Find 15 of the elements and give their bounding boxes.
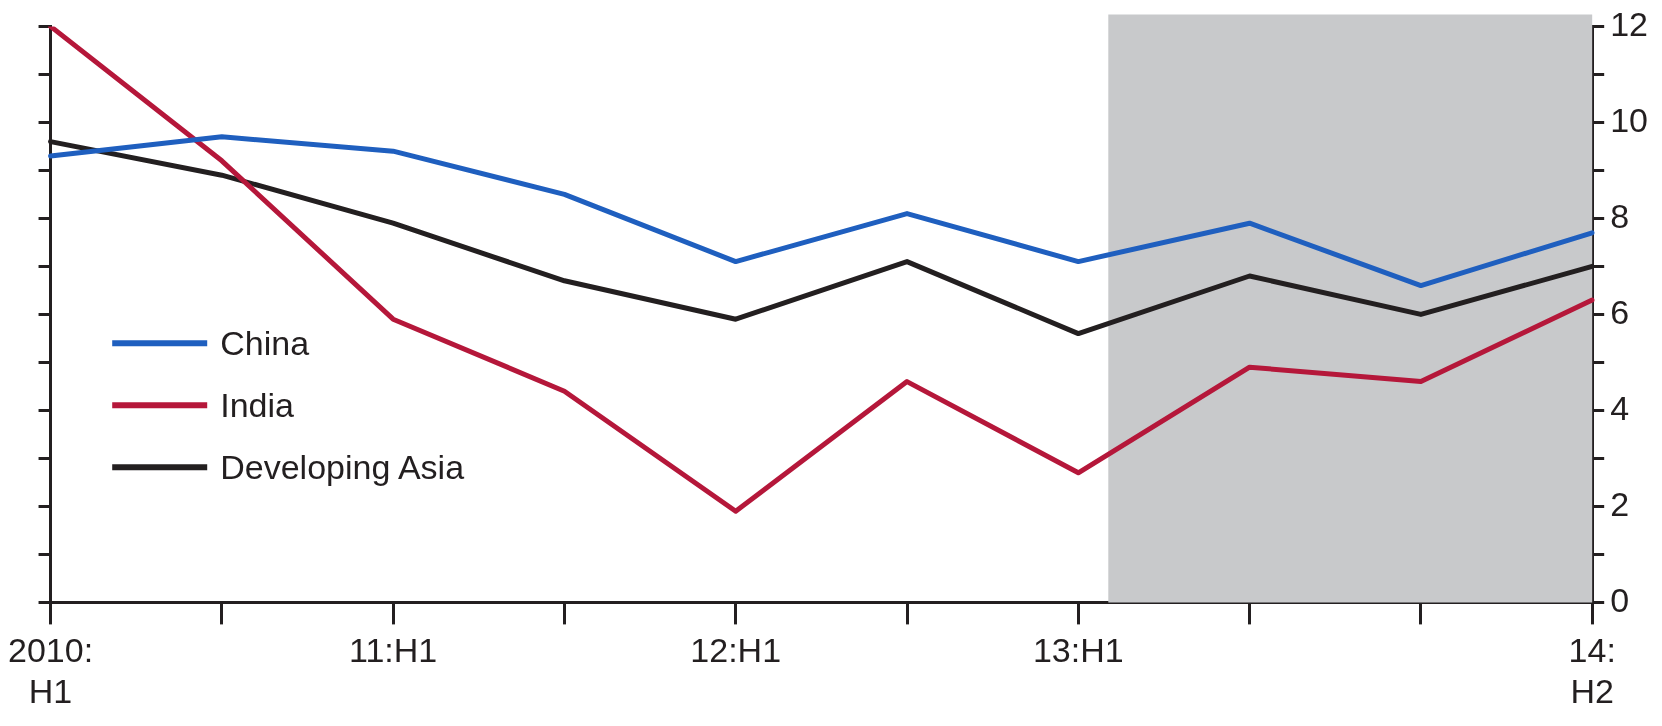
y-tick-label: 4 (1610, 388, 1630, 427)
legend-label: Developing Asia (220, 447, 465, 486)
y-tick-label: 12 (1610, 4, 1649, 43)
y-tick-label: 8 (1610, 196, 1630, 235)
x-tick-label: 13:H1 (1032, 631, 1124, 670)
legend-label: China (220, 323, 310, 362)
y-tick-label: 10 (1610, 100, 1649, 139)
legend-label: India (220, 385, 295, 424)
y-tick-label: 0 (1610, 580, 1630, 619)
x-tick-label: 12:H1 (690, 631, 782, 670)
x-tick-label: 2010: H1 (7, 631, 94, 710)
x-tick-label: 11:H1 (349, 631, 438, 670)
y-tick-label: 2 (1610, 484, 1630, 523)
y-tick-label: 6 (1610, 292, 1630, 331)
x-tick-label: 14: H2 (1568, 631, 1616, 710)
